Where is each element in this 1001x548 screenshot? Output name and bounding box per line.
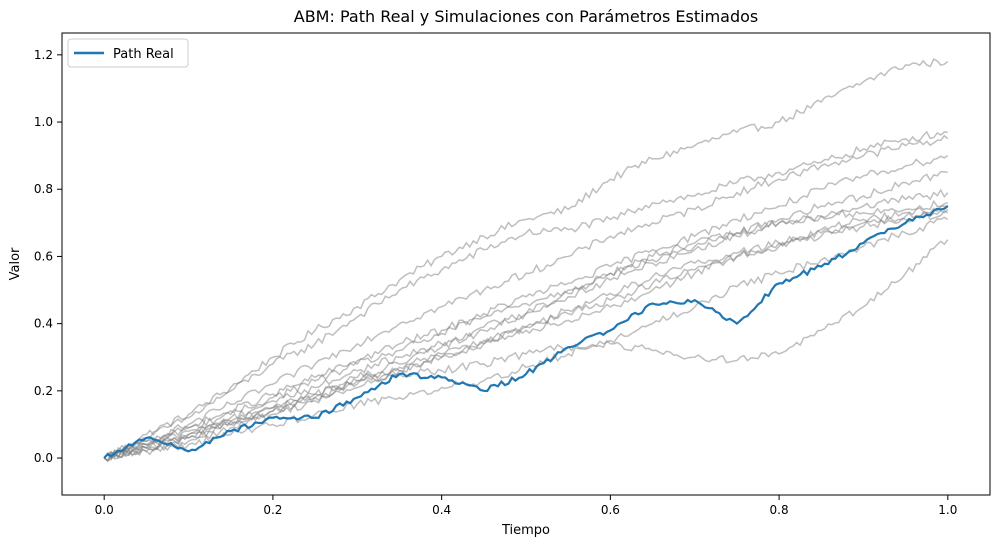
plot-area xyxy=(103,58,949,463)
y-tick-label: 0.4 xyxy=(34,317,53,331)
simulation-line-1 xyxy=(103,58,949,459)
x-tick-label: 0.0 xyxy=(95,503,114,517)
legend-box xyxy=(67,38,189,68)
y-tick-label: 0.2 xyxy=(34,384,53,398)
simulation-line-12 xyxy=(103,239,949,462)
y-tick-label: 0.6 xyxy=(34,249,53,263)
x-axis: 0.0 0.2 0.4 0.6 0.8 1.0 xyxy=(95,495,957,517)
x-tick-label: 1.0 xyxy=(938,503,957,517)
x-tick-label: 0.6 xyxy=(601,503,620,517)
y-tick-label: 0.8 xyxy=(34,182,53,196)
y-axis-label: Valor xyxy=(8,247,23,280)
simulation-line-11 xyxy=(103,216,949,462)
x-tick-label: 0.8 xyxy=(770,503,789,517)
simulation-line-2 xyxy=(103,130,948,460)
y-axis: 0.0 0.2 0.4 0.6 0.8 1.0 1.2 xyxy=(34,48,62,465)
axes-frame xyxy=(61,32,991,496)
y-tick-label: 0.0 xyxy=(34,451,53,465)
simulation-line-10 xyxy=(103,205,948,462)
x-axis-label: Tiempo xyxy=(501,523,550,538)
chart-title: ABM: Path Real y Simulaciones con Paráme… xyxy=(294,7,759,26)
legend-label-path-real: Path Real xyxy=(113,47,174,62)
simulation-line-3 xyxy=(103,134,949,459)
x-tick-label: 0.4 xyxy=(432,503,451,517)
x-tick-label: 0.2 xyxy=(263,503,282,517)
y-tick-label: 1.0 xyxy=(34,115,53,129)
simulation-line-9 xyxy=(103,208,949,463)
y-tick-label: 1.2 xyxy=(34,48,53,62)
simulation-line-4 xyxy=(103,155,949,459)
legend: Path Real xyxy=(67,38,189,68)
real-path-line xyxy=(103,205,949,459)
simulation-line-5 xyxy=(103,170,948,459)
